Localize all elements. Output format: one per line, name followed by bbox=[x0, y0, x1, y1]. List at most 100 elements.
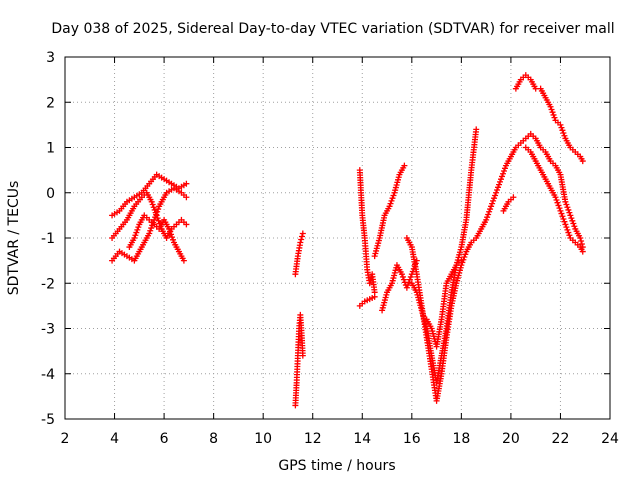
data-point bbox=[398, 271, 405, 278]
y-tick-label: -5 bbox=[41, 412, 55, 428]
y-tick-label: -3 bbox=[41, 322, 55, 338]
data-series bbox=[126, 212, 187, 264]
data-point bbox=[483, 216, 490, 223]
x-tick-label: 22 bbox=[552, 431, 570, 447]
data-point bbox=[565, 206, 572, 213]
data-point bbox=[565, 229, 572, 236]
x-tick-label: 14 bbox=[353, 431, 371, 447]
y-tick-label: 1 bbox=[46, 141, 55, 157]
data-point bbox=[496, 181, 503, 188]
data-point bbox=[558, 210, 565, 217]
data-point bbox=[551, 114, 558, 121]
data-point bbox=[484, 214, 491, 221]
data-point bbox=[547, 103, 554, 110]
y-axis-label: SDTVAR / TECUs bbox=[6, 181, 22, 296]
data-point bbox=[500, 168, 507, 175]
data-point bbox=[549, 109, 556, 116]
data-point bbox=[548, 106, 555, 113]
data-series bbox=[512, 72, 586, 165]
x-tick-label: 2 bbox=[61, 431, 70, 447]
data-point bbox=[559, 213, 566, 220]
data-point bbox=[135, 224, 142, 231]
data-point bbox=[556, 205, 563, 212]
data-point bbox=[371, 293, 378, 300]
data-point bbox=[557, 207, 564, 214]
data-series bbox=[356, 167, 378, 296]
data-point bbox=[152, 209, 159, 216]
data-point bbox=[487, 206, 494, 213]
data-point bbox=[564, 226, 571, 233]
data-series bbox=[379, 257, 420, 314]
data-point bbox=[183, 221, 190, 228]
data-point bbox=[564, 204, 571, 211]
x-tick-label: 12 bbox=[304, 431, 322, 447]
data-point bbox=[298, 233, 305, 240]
data-point bbox=[390, 192, 397, 199]
data-series bbox=[522, 144, 586, 255]
data-point bbox=[170, 236, 177, 243]
data-point bbox=[166, 225, 173, 232]
data-series bbox=[371, 162, 408, 260]
y-tick-label: 0 bbox=[46, 186, 55, 202]
data-point bbox=[566, 209, 573, 216]
data-point bbox=[473, 126, 480, 133]
data-series bbox=[356, 293, 378, 309]
x-tick-label: 10 bbox=[254, 431, 272, 447]
y-tick-label: 2 bbox=[46, 95, 55, 111]
y-tick-label: -2 bbox=[41, 276, 55, 292]
data-point bbox=[577, 235, 584, 241]
data-point bbox=[494, 187, 501, 194]
data-point bbox=[401, 162, 408, 169]
x-tick-label: 6 bbox=[160, 431, 169, 447]
data-point bbox=[134, 226, 141, 233]
data-point bbox=[554, 199, 561, 206]
data-series bbox=[408, 126, 480, 386]
data-point bbox=[183, 194, 190, 201]
x-tick-label: 18 bbox=[452, 431, 470, 447]
data-point bbox=[462, 251, 469, 258]
data-point bbox=[563, 201, 570, 208]
data-point bbox=[404, 282, 411, 289]
data-point bbox=[501, 165, 508, 172]
data-point bbox=[552, 194, 559, 201]
data-point bbox=[495, 184, 502, 191]
chart-title: Day 038 of 2025, Sidereal Day-to-day VTE… bbox=[51, 21, 614, 37]
x-tick-label: 8 bbox=[209, 431, 218, 447]
data-point bbox=[497, 178, 504, 185]
y-tick-label: 3 bbox=[46, 50, 55, 66]
data-point bbox=[553, 196, 560, 203]
data-point bbox=[146, 230, 153, 237]
data-point bbox=[550, 111, 557, 118]
data-point bbox=[366, 280, 373, 287]
data-point bbox=[153, 212, 160, 219]
data-point bbox=[570, 220, 577, 227]
data-point bbox=[485, 211, 492, 218]
data-point bbox=[579, 158, 586, 165]
data-point bbox=[499, 170, 506, 177]
data-point bbox=[297, 239, 304, 246]
data-point bbox=[183, 180, 190, 187]
data-point bbox=[571, 223, 578, 230]
data-point bbox=[578, 238, 585, 245]
data-point bbox=[568, 215, 575, 222]
x-tick-label: 16 bbox=[403, 431, 421, 447]
x-tick-label: 20 bbox=[502, 431, 520, 447]
data-point bbox=[563, 224, 570, 231]
data-point bbox=[388, 197, 395, 204]
data-point bbox=[299, 352, 306, 359]
x-tick-label: 4 bbox=[110, 431, 119, 447]
data-point bbox=[567, 212, 574, 219]
data-point bbox=[151, 206, 158, 213]
marks-layer bbox=[109, 72, 586, 409]
data-point bbox=[557, 121, 564, 128]
data-point bbox=[562, 198, 569, 205]
data-series bbox=[292, 230, 306, 278]
data-point bbox=[490, 197, 497, 204]
data-series bbox=[500, 194, 517, 214]
data-point bbox=[389, 195, 396, 202]
data-point bbox=[399, 273, 406, 280]
data-point bbox=[180, 257, 187, 264]
data-point bbox=[492, 192, 499, 199]
